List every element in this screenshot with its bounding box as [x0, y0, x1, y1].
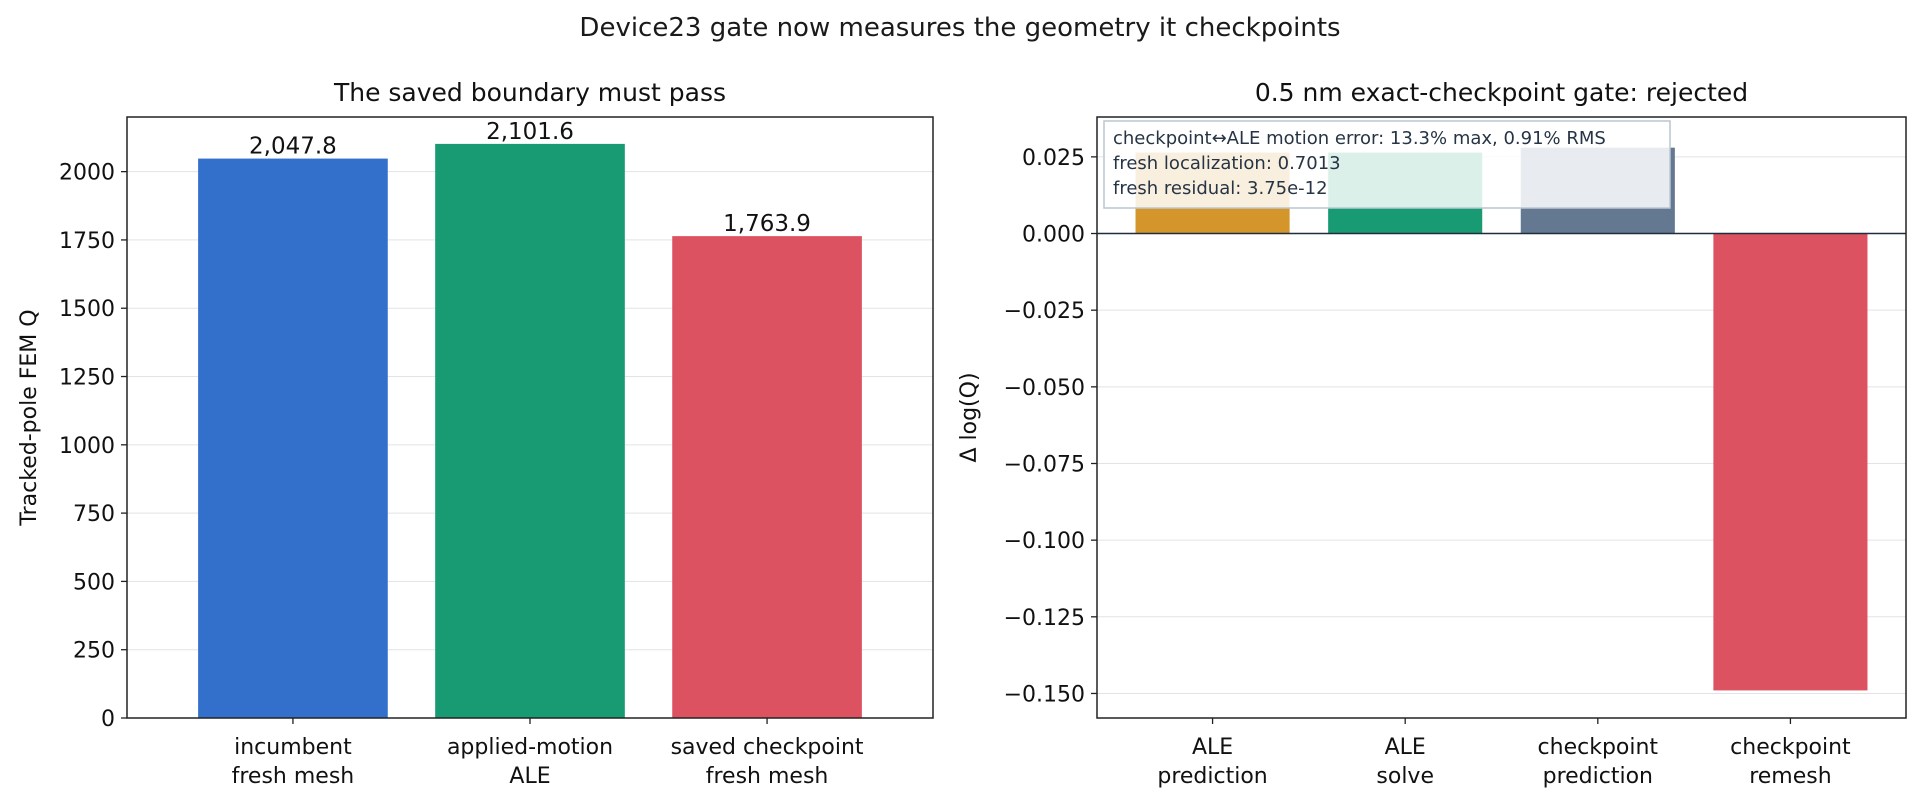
x-tick-label: ALE — [509, 764, 550, 789]
y-axis-label: Δ log(Q) — [957, 372, 982, 462]
y-tick-label: −0.125 — [1004, 606, 1085, 631]
chart-title: 0.5 nm exact-checkpoint gate: rejected — [1255, 78, 1748, 107]
y-tick-label: 2000 — [59, 161, 115, 186]
bar — [435, 143, 625, 718]
y-tick-label: −0.100 — [1004, 529, 1085, 554]
left-chart-panel: 2,047.8 incumbent fresh mesh 2,101.6 applied… — [17, 78, 934, 789]
y-tick-label: 1500 — [59, 297, 115, 322]
axes-frame — [126, 116, 934, 719]
y-tick-label: 1000 — [59, 434, 115, 459]
x-tick-label: applied-motion — [447, 735, 613, 760]
y-tick-label: −0.150 — [1004, 682, 1085, 707]
annotation-text: checkpoint↔ALE motion error: 13.3% max, … — [1113, 128, 1606, 149]
annotation-text: fresh residual: 3.75e-12 — [1113, 178, 1328, 199]
x-tick-label: ALE — [1385, 735, 1426, 760]
x-tick-label: incumbent — [234, 735, 352, 760]
chart-title: The saved boundary must pass — [333, 78, 726, 107]
y-tick-label: 750 — [73, 502, 115, 527]
x-tick-label: checkpoint — [1538, 735, 1659, 760]
y-tick-label: 500 — [73, 570, 115, 595]
y-tick-label: 250 — [73, 639, 115, 664]
x-tick-label: fresh mesh — [706, 764, 829, 789]
figure-title: Device23 gate now measures the geometry … — [579, 13, 1340, 43]
bar — [1713, 233, 1868, 691]
bar-value-label: 1,763.9 — [723, 211, 811, 237]
bar-value-label: 2,047.8 — [249, 134, 337, 160]
y-axis-label: Tracked-pole FEM Q — [17, 309, 42, 526]
y-tick-label: −0.025 — [1004, 299, 1085, 324]
y-tick-label: 1750 — [59, 229, 115, 254]
annotation-box — [1103, 120, 1671, 209]
x-tick-label: ALE — [1192, 735, 1233, 760]
y-tick-label: 0 — [101, 707, 115, 732]
y-tick-label: −0.075 — [1004, 452, 1085, 477]
bar — [672, 236, 862, 719]
x-tick-label: remesh — [1749, 764, 1831, 789]
x-tick-label: solve — [1376, 764, 1434, 789]
x-tick-label: saved checkpoint — [671, 735, 864, 760]
x-tick-label: checkpoint — [1730, 735, 1851, 760]
annotation-text: fresh localization: 0.7013 — [1113, 153, 1341, 174]
y-tick-label: −0.050 — [1004, 376, 1085, 401]
y-tick-label: 1250 — [59, 366, 115, 391]
x-tick-label: fresh mesh — [232, 764, 355, 789]
x-tick-label: prediction — [1543, 764, 1653, 789]
bar — [198, 158, 388, 719]
y-tick-label: 0.025 — [1022, 146, 1085, 171]
y-tick-label: 0.000 — [1022, 223, 1085, 248]
axes-frame — [1096, 116, 1907, 719]
right-chart-panel: ALE prediction ALE solve checkpoint predictio… — [957, 78, 1907, 789]
bar-value-label: 2,101.6 — [486, 119, 574, 145]
x-tick-label: prediction — [1157, 764, 1267, 789]
